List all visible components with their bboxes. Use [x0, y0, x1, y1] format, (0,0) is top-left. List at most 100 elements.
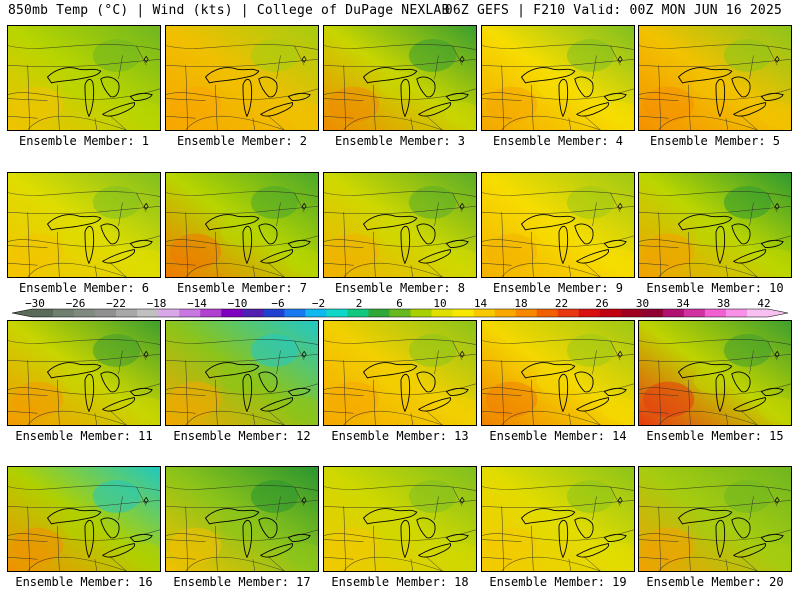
great-lake-outline: [575, 102, 610, 117]
state-border: [324, 59, 476, 67]
temperature-blob: [220, 512, 260, 540]
state-border: [725, 559, 729, 571]
great-lake-outline: [362, 67, 418, 84]
wind-barb-icon: [617, 496, 623, 504]
ensemble-member-map: [481, 320, 635, 426]
great-lake-outline: [400, 519, 411, 559]
colorbar-swatch: [683, 309, 706, 317]
state-border: [501, 506, 504, 571]
great-lake-outline: [677, 67, 733, 84]
temperature-blob: [128, 542, 160, 568]
wind-barb-icon: [459, 350, 465, 358]
temperature-blob: [723, 185, 772, 219]
state-border: [658, 506, 661, 571]
temperature-blob: [444, 542, 476, 568]
state-border: [482, 263, 512, 266]
temperature-blob: [444, 248, 476, 274]
temperature-blob: [220, 218, 260, 246]
state-border: [166, 245, 206, 248]
temperature-field-map: [166, 467, 318, 571]
great-lake-outline: [575, 543, 610, 558]
height-contour: [343, 262, 443, 277]
temperature-field-map: [639, 321, 791, 425]
wind-barb-icon: [143, 202, 149, 210]
great-lake-outline: [100, 371, 120, 393]
colorbar-swatch: [158, 309, 180, 317]
colorbar-swatch: [473, 309, 496, 317]
state-border: [268, 411, 285, 425]
colorbar-outline: [11, 308, 789, 318]
ensemble-member-label: Ensemble Member: 9: [492, 281, 624, 295]
colorbar-graphic: [11, 308, 789, 318]
temperature-blob: [286, 542, 318, 568]
state-border: [501, 360, 504, 425]
state-border: [252, 265, 256, 277]
state-border: [8, 557, 38, 560]
great-lake-outline: [715, 373, 726, 413]
state-border: [639, 539, 679, 542]
great-lake-outline: [416, 517, 436, 539]
state-border: [215, 231, 218, 277]
state-border: [8, 98, 48, 101]
wind-barb-icon: [617, 350, 623, 358]
great-lake-outline: [362, 214, 418, 231]
wind-barb-icon: [774, 55, 780, 63]
state-border: [482, 500, 634, 508]
state-border: [324, 206, 476, 214]
state-border: [373, 84, 376, 130]
colorbar-swatch: [557, 309, 580, 317]
temperature-field-map: [8, 467, 160, 571]
colorbar-tick-label: −18: [146, 297, 167, 310]
wind-barb-icon: [301, 350, 307, 358]
temperature-blob: [693, 71, 733, 99]
state-border: [136, 192, 147, 213]
colorbar-swatch: [200, 309, 222, 317]
state-border: [8, 354, 160, 362]
temperature-field-map: [639, 467, 791, 571]
temperature-blob: [536, 512, 576, 540]
wind-barb-icon: [143, 55, 149, 63]
state-border: [568, 413, 572, 425]
state-border: [373, 379, 376, 425]
temperature-field-map: [482, 467, 634, 571]
state-border: [584, 116, 601, 130]
state-border: [639, 354, 791, 362]
state-border: [27, 360, 30, 425]
state-border: [8, 393, 48, 396]
great-lake-outline: [129, 239, 153, 249]
great-lake-outline: [715, 78, 726, 118]
colorbar-swatch: [494, 309, 517, 317]
height-contour: [166, 339, 318, 345]
state-border: [185, 65, 188, 130]
great-lake-outline: [400, 78, 411, 118]
state-border: [118, 350, 123, 375]
height-contour: [658, 115, 758, 130]
colorbar-high-arrow: [768, 309, 788, 317]
great-lake-outline: [575, 249, 610, 264]
colorbar-tick-label: 22: [554, 297, 569, 310]
state-border: [215, 525, 218, 571]
great-lake-outline: [204, 508, 260, 525]
temperature-blob: [602, 248, 634, 274]
temperature-blob: [408, 38, 457, 72]
height-contour: [639, 44, 791, 50]
great-lake-outline: [242, 519, 253, 559]
height-contour: [185, 556, 285, 571]
state-border: [166, 98, 206, 101]
great-lake-outline: [731, 76, 751, 98]
state-border: [592, 55, 597, 80]
great-lake-outline: [558, 225, 569, 265]
great-lake-outline: [731, 517, 751, 539]
state-border: [426, 263, 443, 277]
temperature-blob: [723, 333, 772, 367]
state-border: [94, 413, 98, 425]
colorbar-swatch: [641, 309, 664, 317]
great-lake-outline: [100, 223, 120, 245]
great-lake-outline: [417, 397, 452, 412]
state-border: [639, 263, 669, 266]
ensemble-member-label: Ensemble Member: 6: [18, 281, 150, 295]
state-border: [452, 192, 463, 213]
temperature-blob: [566, 38, 615, 72]
state-border: [185, 506, 188, 571]
state-border: [8, 245, 48, 248]
